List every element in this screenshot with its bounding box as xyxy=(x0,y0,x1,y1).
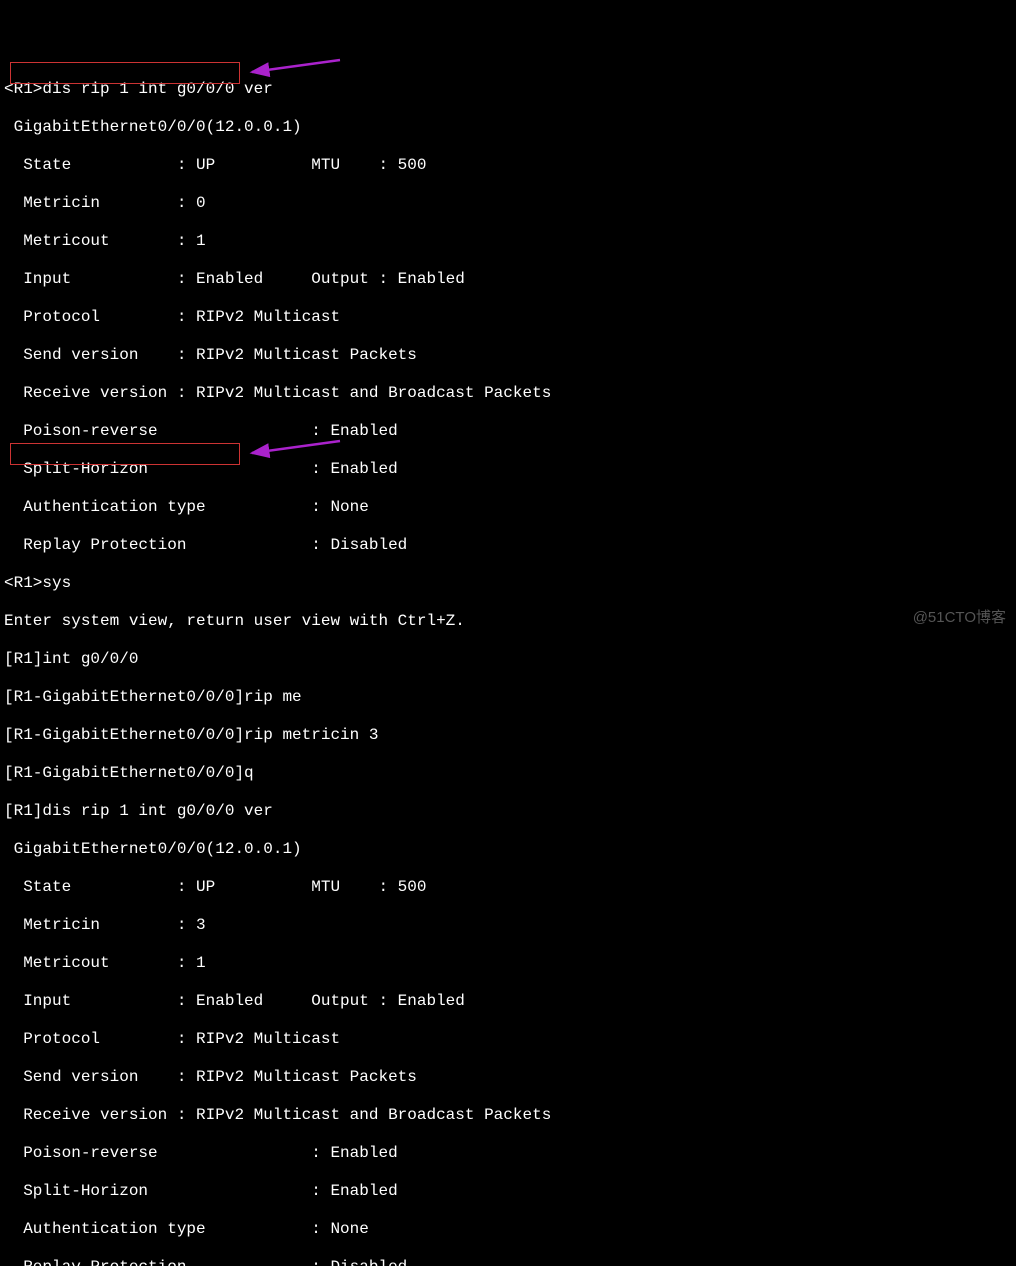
terminal-line: GigabitEthernet0/0/0(12.0.0.1) xyxy=(4,118,1012,137)
terminal-line: State : UP MTU : 500 xyxy=(4,156,1012,175)
terminal-line: Poison-reverse : Enabled xyxy=(4,1144,1012,1163)
terminal-line: Replay Protection : Disabled xyxy=(4,1258,1012,1266)
terminal-line: Send version : RIPv2 Multicast Packets xyxy=(4,346,1012,365)
terminal-line: [R1-GigabitEthernet0/0/0]rip me xyxy=(4,688,1012,707)
terminal-line: Authentication type : None xyxy=(4,1220,1012,1239)
terminal-line: [R1]dis rip 1 int g0/0/0 ver xyxy=(4,802,1012,821)
terminal-line: Input : Enabled Output : Enabled xyxy=(4,270,1012,289)
terminal-line: Enter system view, return user view with… xyxy=(4,612,1012,631)
terminal-line-metricin-0: Metricin : 0 xyxy=(4,194,1012,213)
terminal-line: Split-Horizon : Enabled xyxy=(4,460,1012,479)
terminal-line: Receive version : RIPv2 Multicast and Br… xyxy=(4,384,1012,403)
terminal-line: Replay Protection : Disabled xyxy=(4,536,1012,555)
terminal-line: Metricout : 1 xyxy=(4,954,1012,973)
terminal-line: Metricout : 1 xyxy=(4,232,1012,251)
terminal-line: [R1]int g0/0/0 xyxy=(4,650,1012,669)
terminal-line: <R1>dis rip 1 int g0/0/0 ver xyxy=(4,80,1012,99)
arrow-icon xyxy=(252,441,340,453)
terminal-line: Protocol : RIPv2 Multicast xyxy=(4,1030,1012,1049)
terminal-line: Protocol : RIPv2 Multicast xyxy=(4,308,1012,327)
terminal-line-metricin-3: Metricin : 3 xyxy=(4,916,1012,935)
terminal-line: Send version : RIPv2 Multicast Packets xyxy=(4,1068,1012,1087)
terminal-line: GigabitEthernet0/0/0(12.0.0.1) xyxy=(4,840,1012,859)
terminal-line: Authentication type : None xyxy=(4,498,1012,517)
watermark-text: @51CTO博客 xyxy=(913,608,1006,627)
terminal-line: Poison-reverse : Enabled xyxy=(4,422,1012,441)
terminal-line: Input : Enabled Output : Enabled xyxy=(4,992,1012,1011)
terminal-line: Split-Horizon : Enabled xyxy=(4,1182,1012,1201)
terminal-line: [R1-GigabitEthernet0/0/0]q xyxy=(4,764,1012,783)
terminal-line: State : UP MTU : 500 xyxy=(4,878,1012,897)
terminal-line: Receive version : RIPv2 Multicast and Br… xyxy=(4,1106,1012,1125)
arrow-icon xyxy=(252,60,340,72)
terminal-line: [R1-GigabitEthernet0/0/0]rip metricin 3 xyxy=(4,726,1012,745)
terminal-line: <R1>sys xyxy=(4,574,1012,593)
